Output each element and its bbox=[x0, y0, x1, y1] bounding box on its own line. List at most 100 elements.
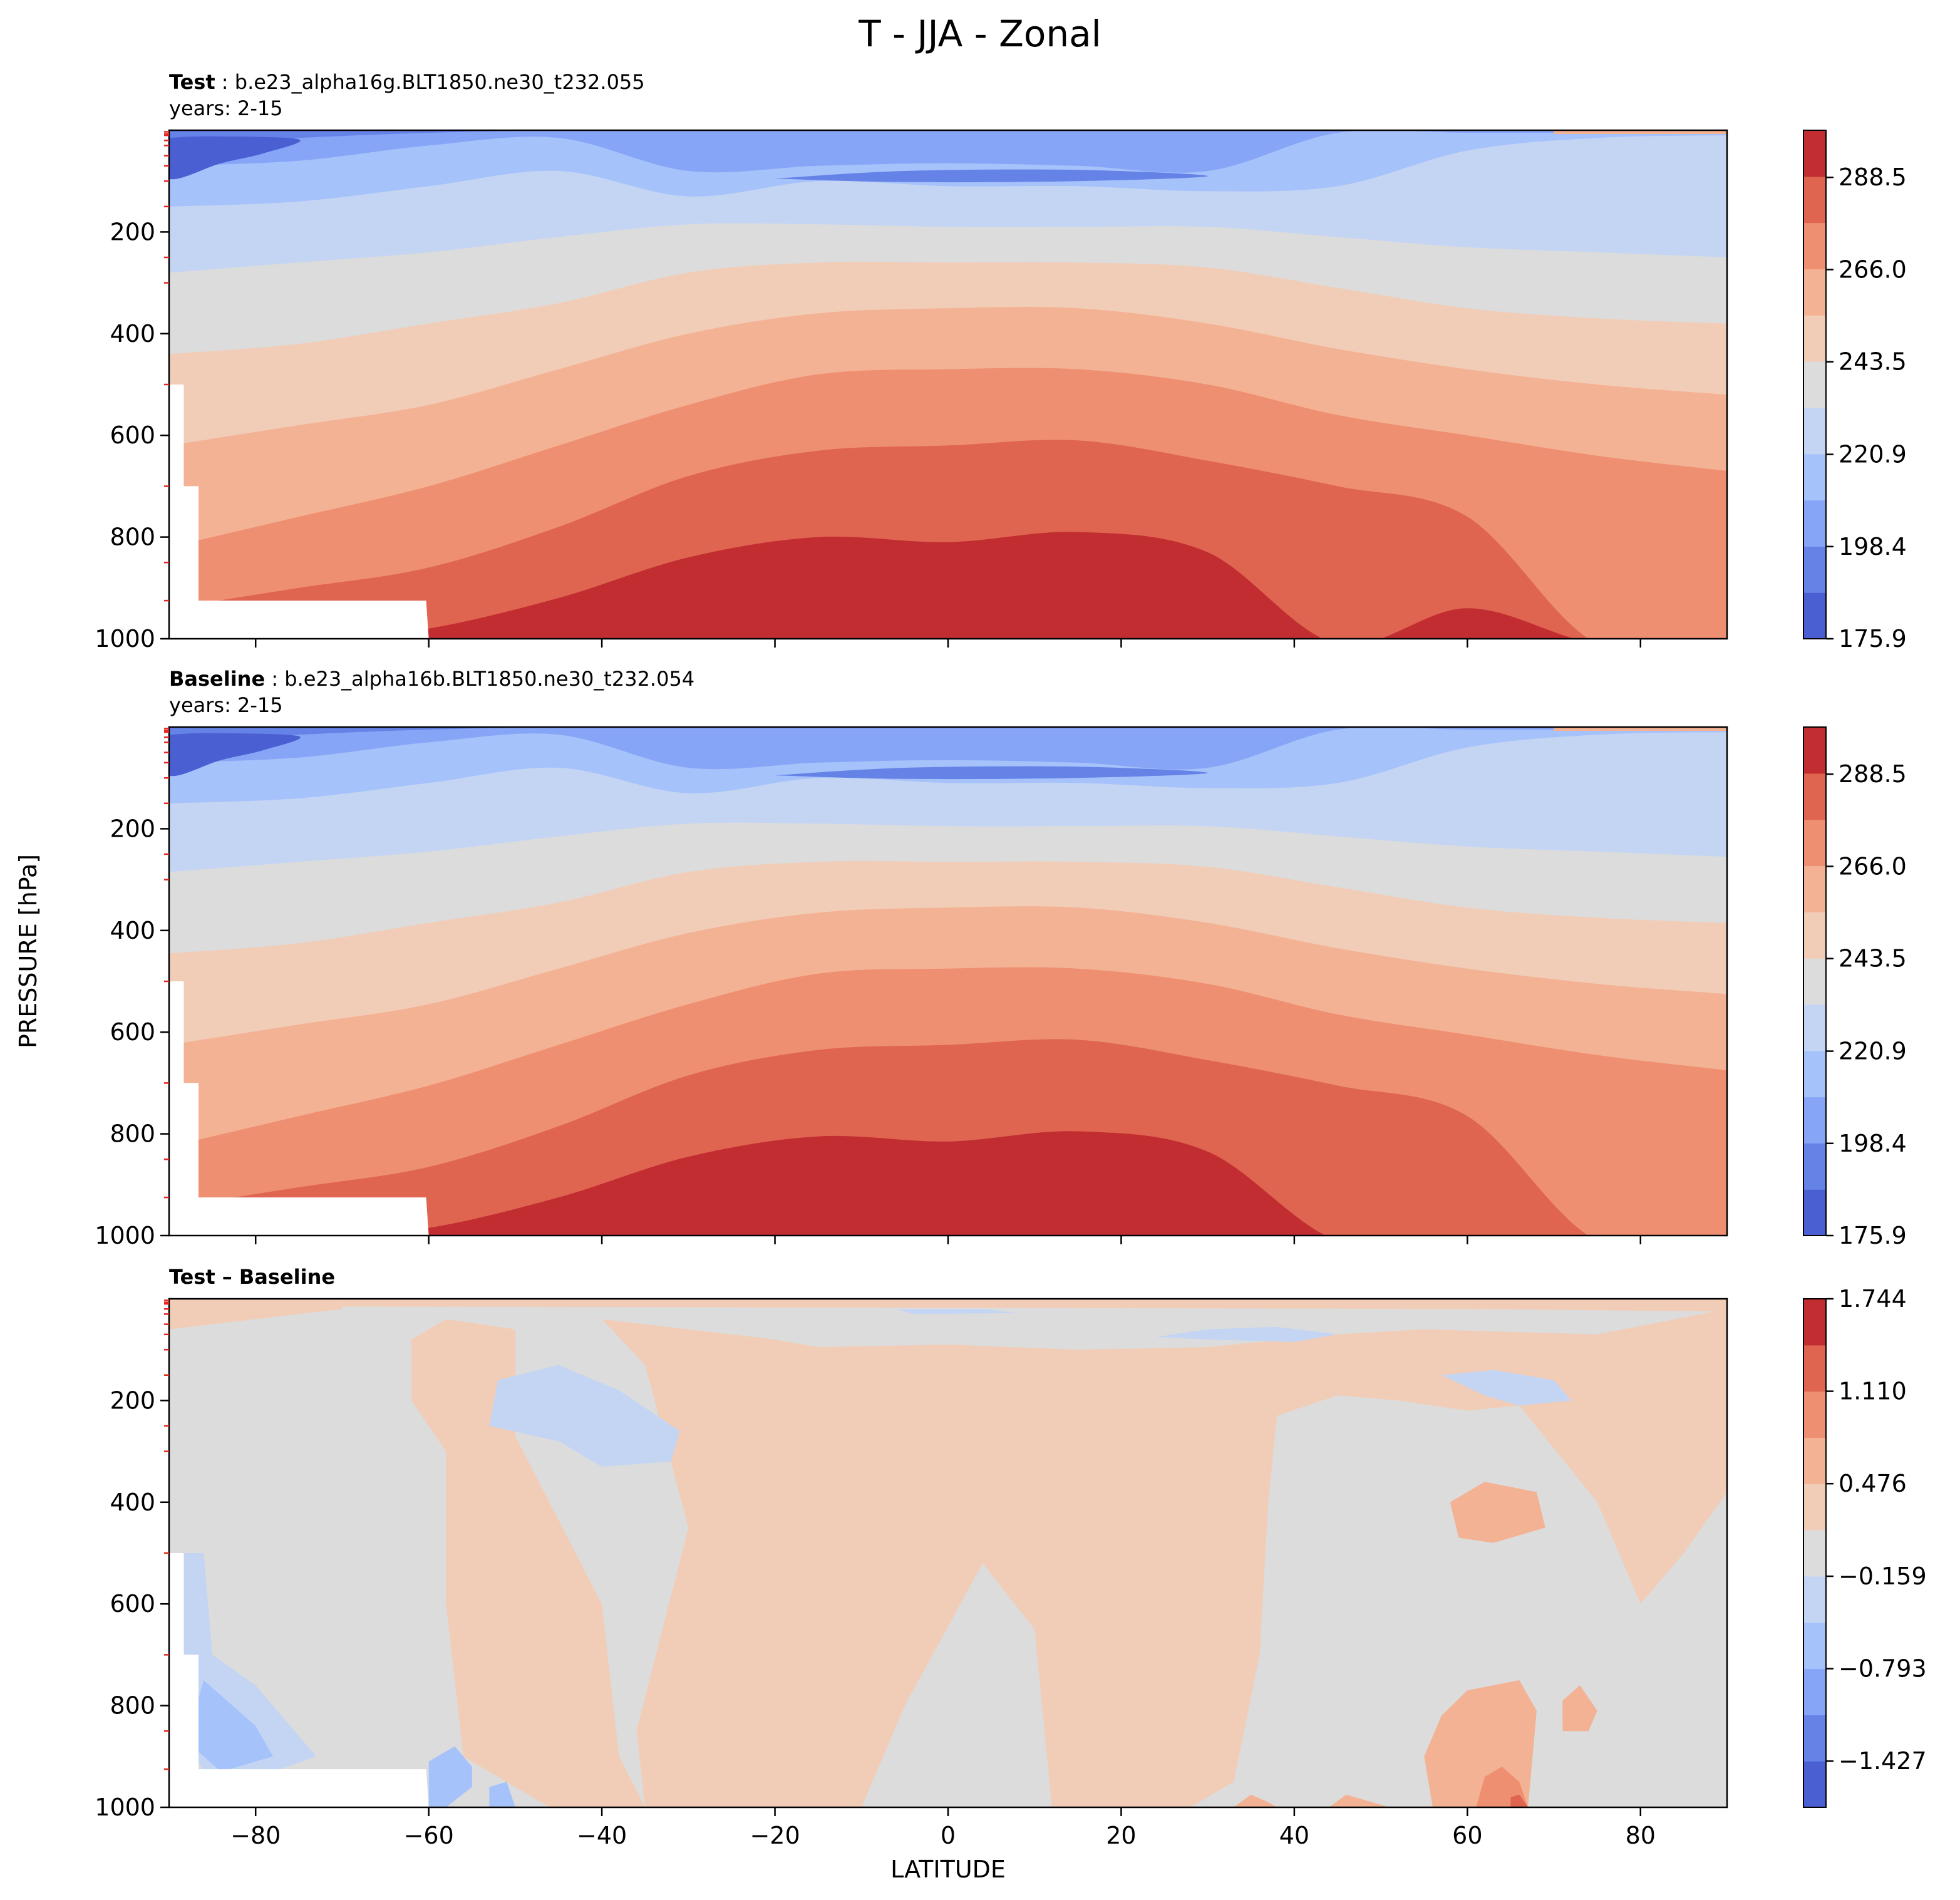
warm-upper-band bbox=[1554, 130, 1727, 134]
y-tick-label: 400 bbox=[110, 917, 155, 944]
difference-region-12 bbox=[428, 1746, 472, 1807]
colorbar-tick-label: 243.5 bbox=[1839, 945, 1907, 973]
test-panel-years: years: 2-15 bbox=[169, 96, 283, 120]
colorbar-swatch bbox=[1803, 453, 1826, 501]
x-tick-label: 80 bbox=[1626, 1822, 1656, 1849]
colorbar-swatch bbox=[1803, 176, 1826, 224]
test-panel: Test : b.e23_alpha16g.BLT1850.ne30_t232.… bbox=[95, 70, 1907, 653]
cold-core-south-pole bbox=[169, 136, 301, 180]
difference-region-11 bbox=[186, 1680, 273, 1772]
colorbar-tick-label: 175.9 bbox=[1839, 625, 1907, 653]
colorbar-swatch bbox=[1803, 958, 1826, 1005]
test-colorbar: 175.9 198.4 220.9 243.5 266.0 288.5 bbox=[1803, 130, 1907, 653]
difference-colorbar: −1.427 −0.793 −0.159 0.476 1.110 1.744 bbox=[1803, 1285, 1927, 1808]
y-axis-title: PRESSURE [hPa] bbox=[14, 854, 42, 1048]
test-panel-title-bold: Test bbox=[169, 70, 215, 94]
x-tick-label: −80 bbox=[230, 1822, 281, 1849]
colorbar-swatch bbox=[1803, 1761, 1826, 1808]
baseline-panel-title-bold: Baseline bbox=[169, 667, 265, 691]
y-tick-label: 600 bbox=[110, 1018, 155, 1046]
colorbar-tick-label: 288.5 bbox=[1839, 163, 1907, 191]
difference-region-2 bbox=[342, 1299, 1727, 1312]
colorbar-tick-label: 175.9 bbox=[1839, 1222, 1907, 1249]
colorbar-swatch bbox=[1803, 1391, 1826, 1438]
colorbar-swatch bbox=[1803, 727, 1826, 774]
difference-region-7 bbox=[1155, 1326, 1338, 1342]
x-tick-label: 40 bbox=[1279, 1822, 1309, 1849]
difference-region-3 bbox=[411, 1319, 646, 1807]
colorbar-tick-label: 220.9 bbox=[1839, 441, 1907, 468]
colorbar-swatch bbox=[1803, 1299, 1826, 1346]
colorbar-border bbox=[1803, 1298, 1827, 1808]
colorbar-swatch bbox=[1803, 269, 1826, 316]
cold-core-south-pole bbox=[169, 733, 301, 777]
y-tick-label: 200 bbox=[110, 1386, 155, 1414]
x-tick-label: 0 bbox=[941, 1822, 956, 1849]
difference-region-18 bbox=[1329, 1794, 1390, 1807]
topography-mask-shape bbox=[169, 1553, 429, 1807]
difference-region-13 bbox=[489, 1782, 515, 1807]
colorbar-swatch bbox=[1803, 592, 1826, 639]
colorbar-swatch bbox=[1803, 1622, 1826, 1670]
colorbar-tick-label: 1.744 bbox=[1839, 1285, 1907, 1313]
warm-upper-band bbox=[1554, 727, 1727, 731]
colorbar-swatch bbox=[1803, 1189, 1826, 1236]
colorbar-swatch bbox=[1803, 1437, 1826, 1484]
topography-mask-shape bbox=[169, 385, 429, 639]
cold-core-tropopause bbox=[775, 766, 1208, 780]
colorbar-swatch bbox=[1803, 222, 1826, 270]
colorbar-border bbox=[1803, 130, 1827, 639]
x-tick-label: −20 bbox=[750, 1822, 800, 1849]
test-contour-field bbox=[169, 130, 1727, 639]
difference-region-5 bbox=[1060, 1502, 1208, 1807]
difference-region-15 bbox=[1450, 1482, 1545, 1543]
difference-region-1 bbox=[169, 1299, 343, 1329]
baseline-panel: Baseline : b.e23_alpha16b.BLT1850.ne30_t… bbox=[95, 667, 1907, 1249]
colorbar-swatch bbox=[1803, 1668, 1826, 1715]
colorbar-swatch bbox=[1803, 1004, 1826, 1051]
difference-y-axis: 200 400 600 800 1000 bbox=[95, 1299, 169, 1821]
colorbar-tick-label: 198.4 bbox=[1839, 1130, 1907, 1157]
difference-panel-title: Test – Baseline bbox=[169, 1265, 335, 1289]
difference-region-8 bbox=[896, 1309, 1018, 1314]
contour-level-9 bbox=[370, 1131, 1326, 1236]
colorbar-swatch bbox=[1803, 912, 1826, 959]
baseline-panel-years: years: 2-15 bbox=[169, 693, 283, 717]
x-tick-label: −40 bbox=[577, 1822, 627, 1849]
baseline-x-axis bbox=[254, 1236, 1642, 1244]
colorbar-tick-label: −0.159 bbox=[1839, 1562, 1927, 1590]
colorbar-tick-label: 0.476 bbox=[1839, 1470, 1907, 1497]
colorbar-tick-label: 243.5 bbox=[1839, 348, 1907, 376]
y-tick-label: 400 bbox=[110, 1489, 155, 1516]
x-tick-label: 20 bbox=[1106, 1822, 1136, 1849]
difference-topography-mask bbox=[169, 1553, 429, 1807]
test-panel-title: Test : b.e23_alpha16g.BLT1850.ne30_t232.… bbox=[169, 70, 645, 94]
y-tick-label: 1000 bbox=[95, 1794, 155, 1821]
difference-region-17 bbox=[1234, 1794, 1277, 1807]
colorbar-swatch bbox=[1803, 315, 1826, 362]
figure-title: T - JJA - Zonal bbox=[858, 13, 1101, 55]
x-tick-label: −60 bbox=[404, 1822, 454, 1849]
baseline-panel-title: Baseline : b.e23_alpha16b.BLT1850.ne30_t… bbox=[169, 667, 694, 691]
test-y-axis: 200 400 600 800 1000 bbox=[95, 131, 169, 653]
difference-region-14 bbox=[1562, 1685, 1597, 1732]
baseline-colorbar: 175.9 198.4 220.9 243.5 266.0 288.5 bbox=[1803, 726, 1907, 1249]
colorbar-swatch bbox=[1803, 865, 1826, 912]
colorbar-tick-label: −0.793 bbox=[1839, 1655, 1927, 1683]
y-tick-label: 800 bbox=[110, 1120, 155, 1148]
colorbar-swatch bbox=[1803, 1484, 1826, 1531]
colorbar-tick-label: 266.0 bbox=[1839, 256, 1907, 283]
colorbar-swatch bbox=[1803, 819, 1826, 867]
colorbar-swatch bbox=[1803, 1715, 1826, 1762]
test-x-axis bbox=[254, 639, 1642, 648]
difference-region-20 bbox=[1510, 1794, 1529, 1807]
colorbar-swatch bbox=[1803, 130, 1826, 177]
colorbar-swatch bbox=[1803, 1143, 1826, 1190]
difference-region-9 bbox=[1441, 1370, 1572, 1406]
contour-level-9 bbox=[358, 532, 1575, 639]
y-tick-label: 800 bbox=[110, 524, 155, 551]
colorbar-swatch bbox=[1803, 773, 1826, 820]
x-tick-label: 60 bbox=[1452, 1822, 1482, 1849]
y-tick-label: 1000 bbox=[95, 1222, 155, 1249]
